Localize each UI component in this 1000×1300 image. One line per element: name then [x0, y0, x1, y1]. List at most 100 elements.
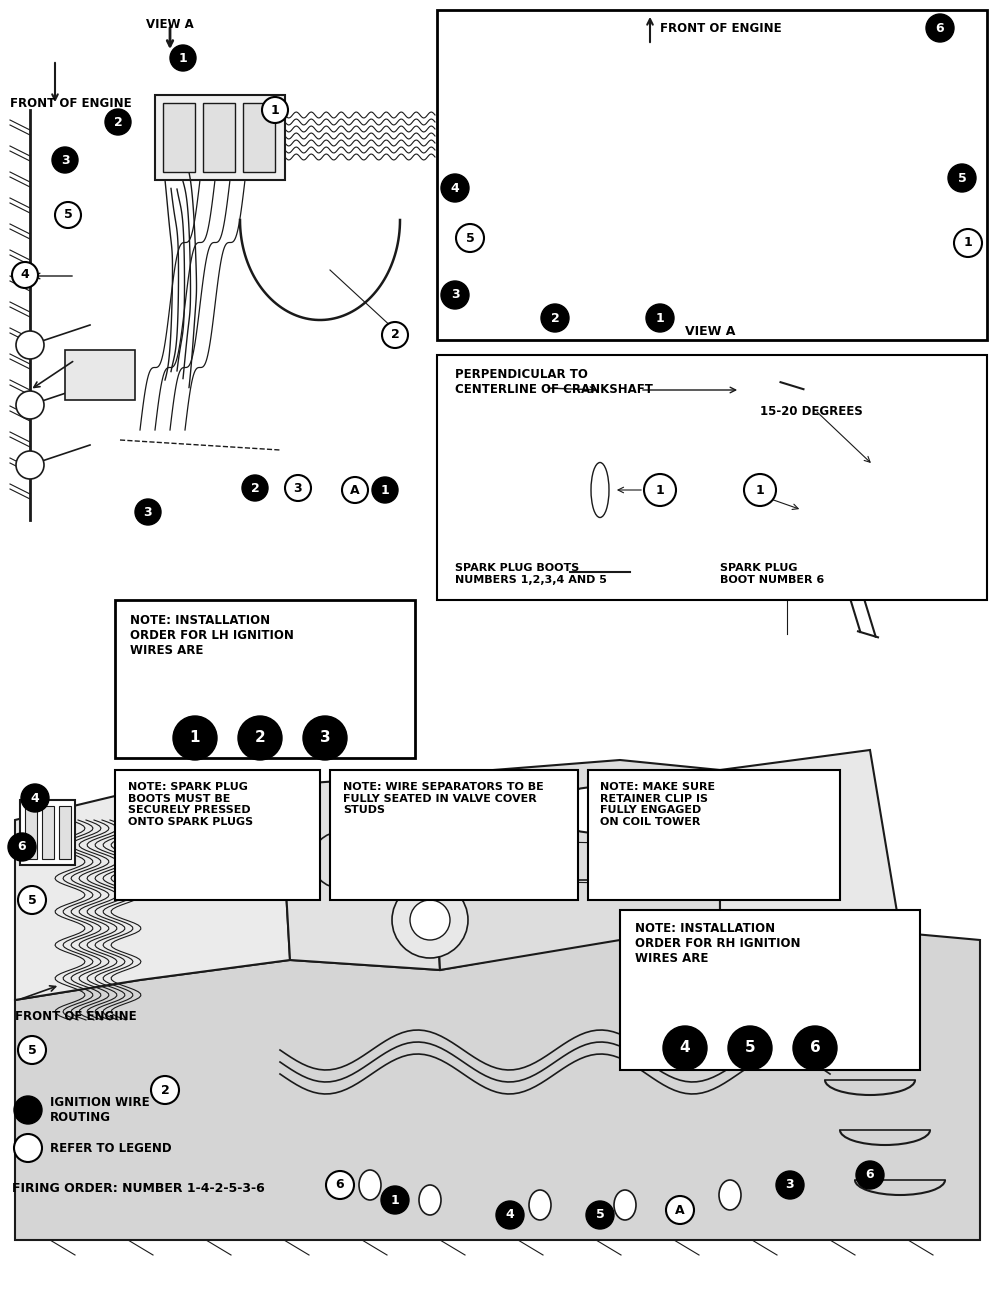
Text: VIEW A: VIEW A: [146, 18, 194, 31]
Circle shape: [52, 147, 78, 173]
Circle shape: [303, 716, 347, 760]
Ellipse shape: [562, 157, 608, 192]
Circle shape: [105, 109, 131, 135]
Text: FRONT OF ENGINE: FRONT OF ENGINE: [660, 22, 782, 35]
Circle shape: [644, 474, 676, 506]
Text: 3: 3: [786, 1179, 794, 1192]
Text: A: A: [675, 1204, 685, 1217]
Circle shape: [441, 174, 469, 202]
Circle shape: [392, 881, 468, 958]
Bar: [437, 10, 987, 341]
Text: 6: 6: [336, 1179, 344, 1192]
Text: 5: 5: [28, 1044, 36, 1057]
Ellipse shape: [620, 277, 666, 312]
Circle shape: [456, 224, 484, 252]
Circle shape: [8, 833, 36, 861]
Text: 2: 2: [551, 312, 559, 325]
Text: 1: 1: [381, 484, 389, 497]
Text: FRONT OF ENGINE: FRONT OF ENGINE: [15, 1010, 137, 1023]
Circle shape: [744, 474, 776, 506]
Bar: [20, 800, 75, 864]
Bar: [42, 806, 54, 859]
Text: 4: 4: [31, 792, 39, 805]
Ellipse shape: [508, 277, 552, 312]
Ellipse shape: [620, 157, 666, 192]
Circle shape: [381, 1186, 409, 1214]
Circle shape: [18, 1036, 46, 1063]
Bar: [203, 103, 235, 172]
Text: 5: 5: [28, 893, 36, 906]
Circle shape: [55, 202, 81, 228]
Text: FIRING ORDER: NUMBER 1-4-2-5-3-6: FIRING ORDER: NUMBER 1-4-2-5-3-6: [12, 1182, 265, 1195]
Ellipse shape: [419, 1186, 441, 1216]
Ellipse shape: [591, 463, 609, 517]
Bar: [155, 95, 285, 179]
Circle shape: [342, 477, 368, 503]
Text: 4: 4: [451, 182, 459, 195]
Circle shape: [948, 164, 976, 192]
Bar: [65, 350, 135, 400]
Circle shape: [496, 1201, 524, 1228]
Text: 3: 3: [294, 481, 302, 494]
Text: IGNITION WIRE
ROUTING: IGNITION WIRE ROUTING: [50, 1096, 150, 1124]
Circle shape: [238, 716, 282, 760]
Circle shape: [541, 304, 569, 332]
Text: 1: 1: [964, 237, 972, 250]
Text: 1: 1: [271, 104, 279, 117]
Circle shape: [242, 474, 268, 500]
Ellipse shape: [508, 92, 552, 127]
Circle shape: [262, 98, 288, 124]
Text: 3: 3: [144, 506, 152, 519]
Circle shape: [21, 784, 49, 812]
Text: 6: 6: [936, 22, 944, 35]
Ellipse shape: [620, 92, 666, 127]
Text: 1: 1: [179, 52, 187, 65]
Ellipse shape: [614, 1190, 636, 1219]
Text: 1: 1: [190, 731, 200, 745]
Text: 4: 4: [680, 1040, 690, 1056]
Text: 6: 6: [810, 1040, 820, 1056]
Circle shape: [441, 281, 469, 309]
Ellipse shape: [359, 1170, 381, 1200]
Circle shape: [312, 832, 368, 888]
Circle shape: [16, 332, 44, 359]
Ellipse shape: [562, 277, 608, 312]
Circle shape: [326, 1171, 354, 1199]
Text: 4: 4: [506, 1209, 514, 1222]
Text: 2: 2: [391, 329, 399, 342]
Ellipse shape: [792, 222, 838, 257]
Circle shape: [954, 229, 982, 257]
Bar: [0, 0, 440, 580]
Circle shape: [666, 1196, 694, 1225]
Text: 1: 1: [656, 312, 664, 325]
Polygon shape: [280, 775, 440, 970]
Text: 1: 1: [756, 484, 764, 497]
Bar: [115, 601, 415, 758]
Bar: [25, 806, 37, 859]
Ellipse shape: [508, 157, 552, 192]
Circle shape: [135, 499, 161, 525]
Circle shape: [18, 887, 46, 914]
Text: 2: 2: [161, 1083, 169, 1096]
Ellipse shape: [792, 157, 838, 192]
Circle shape: [14, 1096, 42, 1124]
Circle shape: [856, 1161, 884, 1190]
Text: 2: 2: [114, 116, 122, 129]
Text: 3: 3: [320, 731, 330, 745]
Bar: [588, 770, 840, 900]
Ellipse shape: [672, 157, 718, 192]
Ellipse shape: [792, 92, 838, 127]
Text: 1: 1: [656, 484, 664, 497]
Text: 5: 5: [64, 208, 72, 221]
Bar: [437, 355, 987, 601]
Bar: [330, 770, 578, 900]
Ellipse shape: [620, 222, 666, 257]
Circle shape: [16, 451, 44, 478]
Ellipse shape: [732, 92, 778, 127]
Circle shape: [14, 1134, 42, 1162]
Circle shape: [646, 304, 674, 332]
Text: 6: 6: [866, 1169, 874, 1182]
Circle shape: [285, 474, 311, 500]
Circle shape: [410, 900, 450, 940]
Ellipse shape: [508, 222, 552, 257]
